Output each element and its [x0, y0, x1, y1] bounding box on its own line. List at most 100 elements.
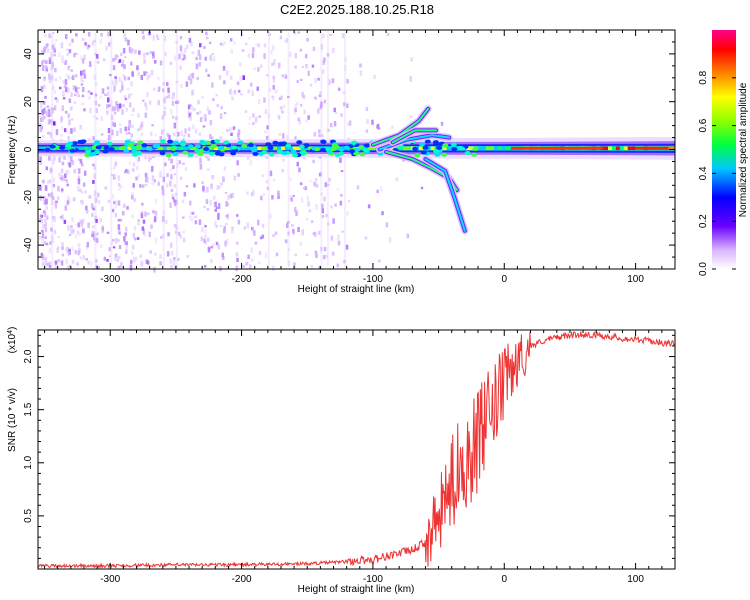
spectrogram-noise-cell — [235, 265, 239, 272]
spectrogram-noise-cell — [182, 134, 186, 141]
spectrogram-noise-cell — [192, 124, 195, 130]
spectrogram-noise-cell — [123, 94, 127, 98]
spectrogram-noise-cell — [198, 132, 202, 136]
spectrogram-noise-cell — [171, 193, 174, 200]
spectrogram-band-core — [336, 146, 341, 151]
spectrogram-noise-cell — [170, 108, 173, 115]
spectrogram-noise-cell — [74, 93, 77, 97]
spectrogram-band-speck — [351, 140, 358, 145]
spectrogram-noise-cell — [161, 185, 164, 191]
spectrogram-noise-cell — [189, 116, 192, 121]
spectrogram-noise-cell — [60, 178, 64, 182]
spectrogram-noise-cell — [286, 135, 289, 141]
spectrogram-noise-cell — [65, 170, 68, 176]
spectrogram-noise-cell — [207, 246, 211, 253]
spectrogram-noise-cell — [170, 167, 173, 172]
spectrogram-noise-cell — [283, 104, 286, 109]
spectrogram-noise-cell — [62, 97, 66, 100]
spectrogram-noise-cell — [67, 113, 70, 119]
spectrogram-band-speck — [353, 151, 360, 156]
spectrogram-noise-cell — [77, 178, 81, 185]
spectrogram-band-core — [403, 146, 408, 151]
spectrogram-noise-cell — [323, 246, 327, 252]
spectrogram-noise-cell — [179, 234, 183, 239]
spectrogram-noise-cell — [59, 173, 63, 178]
spectrogram-noise-cell — [94, 215, 98, 220]
spectrogram-noise-cell — [206, 208, 210, 211]
spectrogram-noise-cell — [226, 238, 229, 245]
spectrogram-noise-cell — [257, 43, 260, 48]
spectrogram-noise-cell — [53, 89, 56, 94]
spectrogram-noise-cell — [284, 74, 287, 77]
spectrogram-noise-cell — [237, 129, 241, 135]
spectrogram-noise-cell — [157, 89, 160, 92]
spectrogram-noise-cell — [376, 189, 379, 193]
spectrogram-noise-cell — [296, 161, 299, 167]
spectrogram-noise-cell — [210, 183, 213, 190]
spectrogram-noise-cell — [94, 100, 98, 106]
spectrogram-band-speck — [197, 152, 204, 157]
spectrogram-noise-cell — [272, 84, 275, 90]
spectrogram-band-core — [505, 146, 510, 151]
spectrogram-noise-cell — [194, 220, 198, 225]
spectrogram-noise-cell — [177, 131, 180, 137]
spectrogram-noise-cell — [39, 126, 42, 133]
spectrogram-noise-cell — [41, 230, 44, 233]
spectrogram-noise-cell — [92, 115, 96, 118]
spectrogram-band-speck — [436, 145, 443, 150]
spectrogram-y-tick-label: 20 — [23, 96, 34, 108]
spectrogram-noise-cell — [314, 250, 318, 254]
spectrogram-x-tick-label: 100 — [627, 274, 644, 285]
spectrogram-noise-cell — [287, 260, 291, 267]
spectrogram-noise-cell — [125, 132, 128, 135]
spectrogram-noise-cell — [166, 251, 170, 257]
spectrogram-noise-cell — [143, 59, 146, 64]
spectrogram-noise-cell — [174, 230, 178, 235]
spectrogram-noise-cell — [47, 48, 50, 53]
spectrogram-noise-cell — [258, 99, 261, 105]
spectrogram-noise-cell — [92, 207, 95, 211]
spectrogram-noise-cell — [248, 116, 251, 120]
spectrogram-noise-cell — [80, 70, 83, 76]
spectrogram-noise-cell — [126, 206, 129, 210]
spectrogram-band-core — [158, 146, 163, 151]
spectrogram-noise-cell — [294, 107, 297, 113]
spectrogram-noise-cell — [108, 255, 112, 258]
colorbar-tick-label: 0.0 — [698, 262, 709, 276]
spectrogram-noise-cell — [261, 174, 264, 177]
spectrogram-noise-cell — [132, 257, 136, 263]
spectrogram-noise-cell — [219, 225, 223, 227]
spectrogram-noise-cell — [267, 113, 271, 119]
spectrogram-noise-cell — [307, 201, 310, 207]
spectrogram-noise-cell — [53, 121, 56, 126]
spectrogram-noise-cell — [216, 184, 219, 190]
spectrogram-noise-cell — [131, 113, 134, 116]
spectrogram-noise-cell — [75, 52, 78, 55]
spectrogram-noise-cell — [81, 102, 84, 105]
spectrogram-noise-cell — [104, 93, 107, 96]
spectrogram-noise-cell — [217, 214, 220, 220]
spectrogram-noise-cell — [252, 189, 255, 196]
spectrogram-noise-cell — [246, 154, 250, 160]
spectrogram-noise-cell — [359, 63, 362, 68]
spectrogram-noise-cell — [80, 191, 84, 194]
spectrogram-noise-cell — [311, 64, 315, 68]
spectrogram-noise-cell — [108, 134, 112, 140]
spectrogram-noise-cell — [198, 54, 202, 60]
spectrogram-noise-cell — [48, 247, 52, 254]
spectrogram-noise-cell — [87, 260, 90, 265]
spectrogram-noise-cell — [112, 65, 116, 71]
spectrogram-noise-cell — [48, 78, 52, 84]
spectrogram-noise-cell — [83, 54, 86, 60]
spectrogram-noise-cell — [333, 107, 336, 113]
spectrogram-noise-cell — [68, 197, 71, 203]
spectrogram-band-speck — [172, 152, 179, 157]
spectrogram-noise-cell — [43, 200, 47, 205]
spectrogram-noise-cell — [137, 222, 140, 226]
spectrogram-noise-cell — [99, 218, 103, 223]
spectrogram-noise-cell — [319, 91, 322, 97]
spectrogram-noise-cell — [127, 125, 131, 131]
spectrogram-noise-cell — [204, 224, 207, 228]
spectrogram-noise-cell — [113, 122, 116, 128]
spectrogram-noise-cell — [132, 162, 136, 167]
